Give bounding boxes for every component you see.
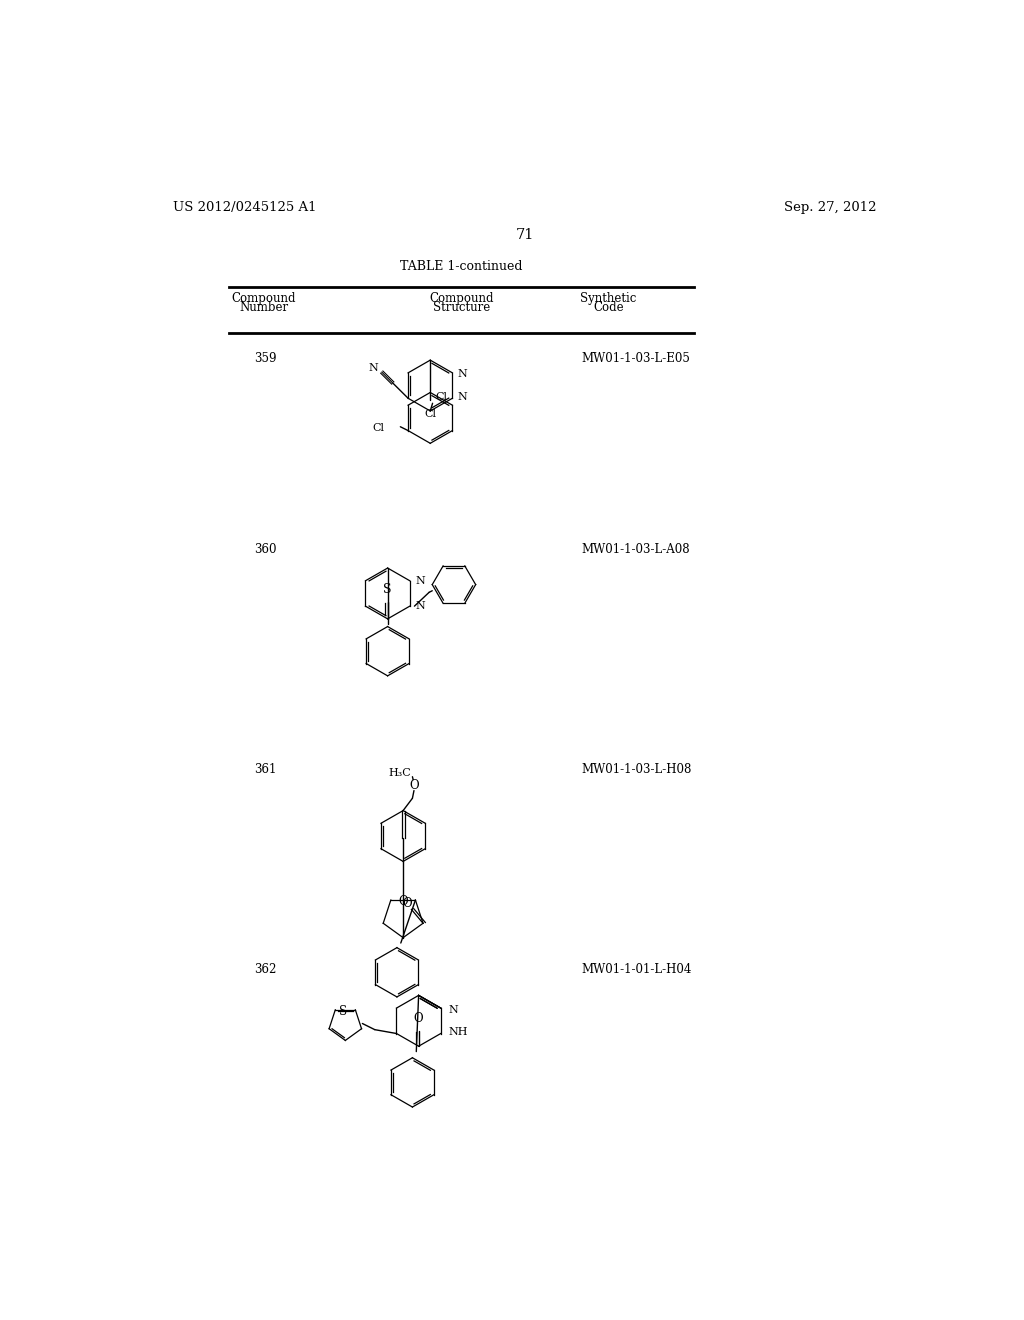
Text: 359: 359 — [254, 352, 276, 366]
Text: MW01-1-01-L-H04: MW01-1-01-L-H04 — [582, 964, 692, 975]
Text: 361: 361 — [254, 763, 276, 776]
Text: Number: Number — [239, 301, 288, 314]
Text: N: N — [458, 368, 468, 379]
Text: Compound: Compound — [429, 292, 494, 305]
Text: Structure: Structure — [432, 301, 489, 314]
Text: N: N — [449, 1005, 459, 1015]
Text: NH: NH — [449, 1027, 468, 1038]
Text: MW01-1-03-L-A08: MW01-1-03-L-A08 — [582, 544, 690, 557]
Text: H₃C: H₃C — [388, 768, 411, 777]
Text: Synthetic: Synthetic — [581, 292, 637, 305]
Text: TABLE 1-continued: TABLE 1-continued — [400, 260, 522, 273]
Text: N: N — [458, 392, 468, 403]
Text: N: N — [415, 576, 425, 586]
Text: O: O — [414, 1011, 424, 1024]
Text: MW01-1-03-L-E05: MW01-1-03-L-E05 — [582, 352, 690, 366]
Text: 71: 71 — [516, 227, 534, 242]
Text: S: S — [383, 582, 392, 595]
Text: 360: 360 — [254, 544, 276, 557]
Text: N: N — [415, 601, 425, 611]
Text: O: O — [398, 895, 409, 908]
Text: S: S — [340, 1005, 347, 1018]
Text: US 2012/0245125 A1: US 2012/0245125 A1 — [173, 201, 316, 214]
Text: O: O — [410, 779, 419, 792]
Text: O: O — [402, 896, 413, 909]
Text: Cl: Cl — [435, 392, 447, 403]
Text: Compound: Compound — [231, 292, 296, 305]
Text: MW01-1-03-L-H08: MW01-1-03-L-H08 — [582, 763, 692, 776]
Text: N: N — [369, 363, 378, 374]
Text: Sep. 27, 2012: Sep. 27, 2012 — [784, 201, 877, 214]
Text: Cl: Cl — [373, 424, 385, 433]
Text: Cl: Cl — [424, 409, 436, 420]
Text: 362: 362 — [254, 964, 276, 975]
Text: Code: Code — [593, 301, 624, 314]
